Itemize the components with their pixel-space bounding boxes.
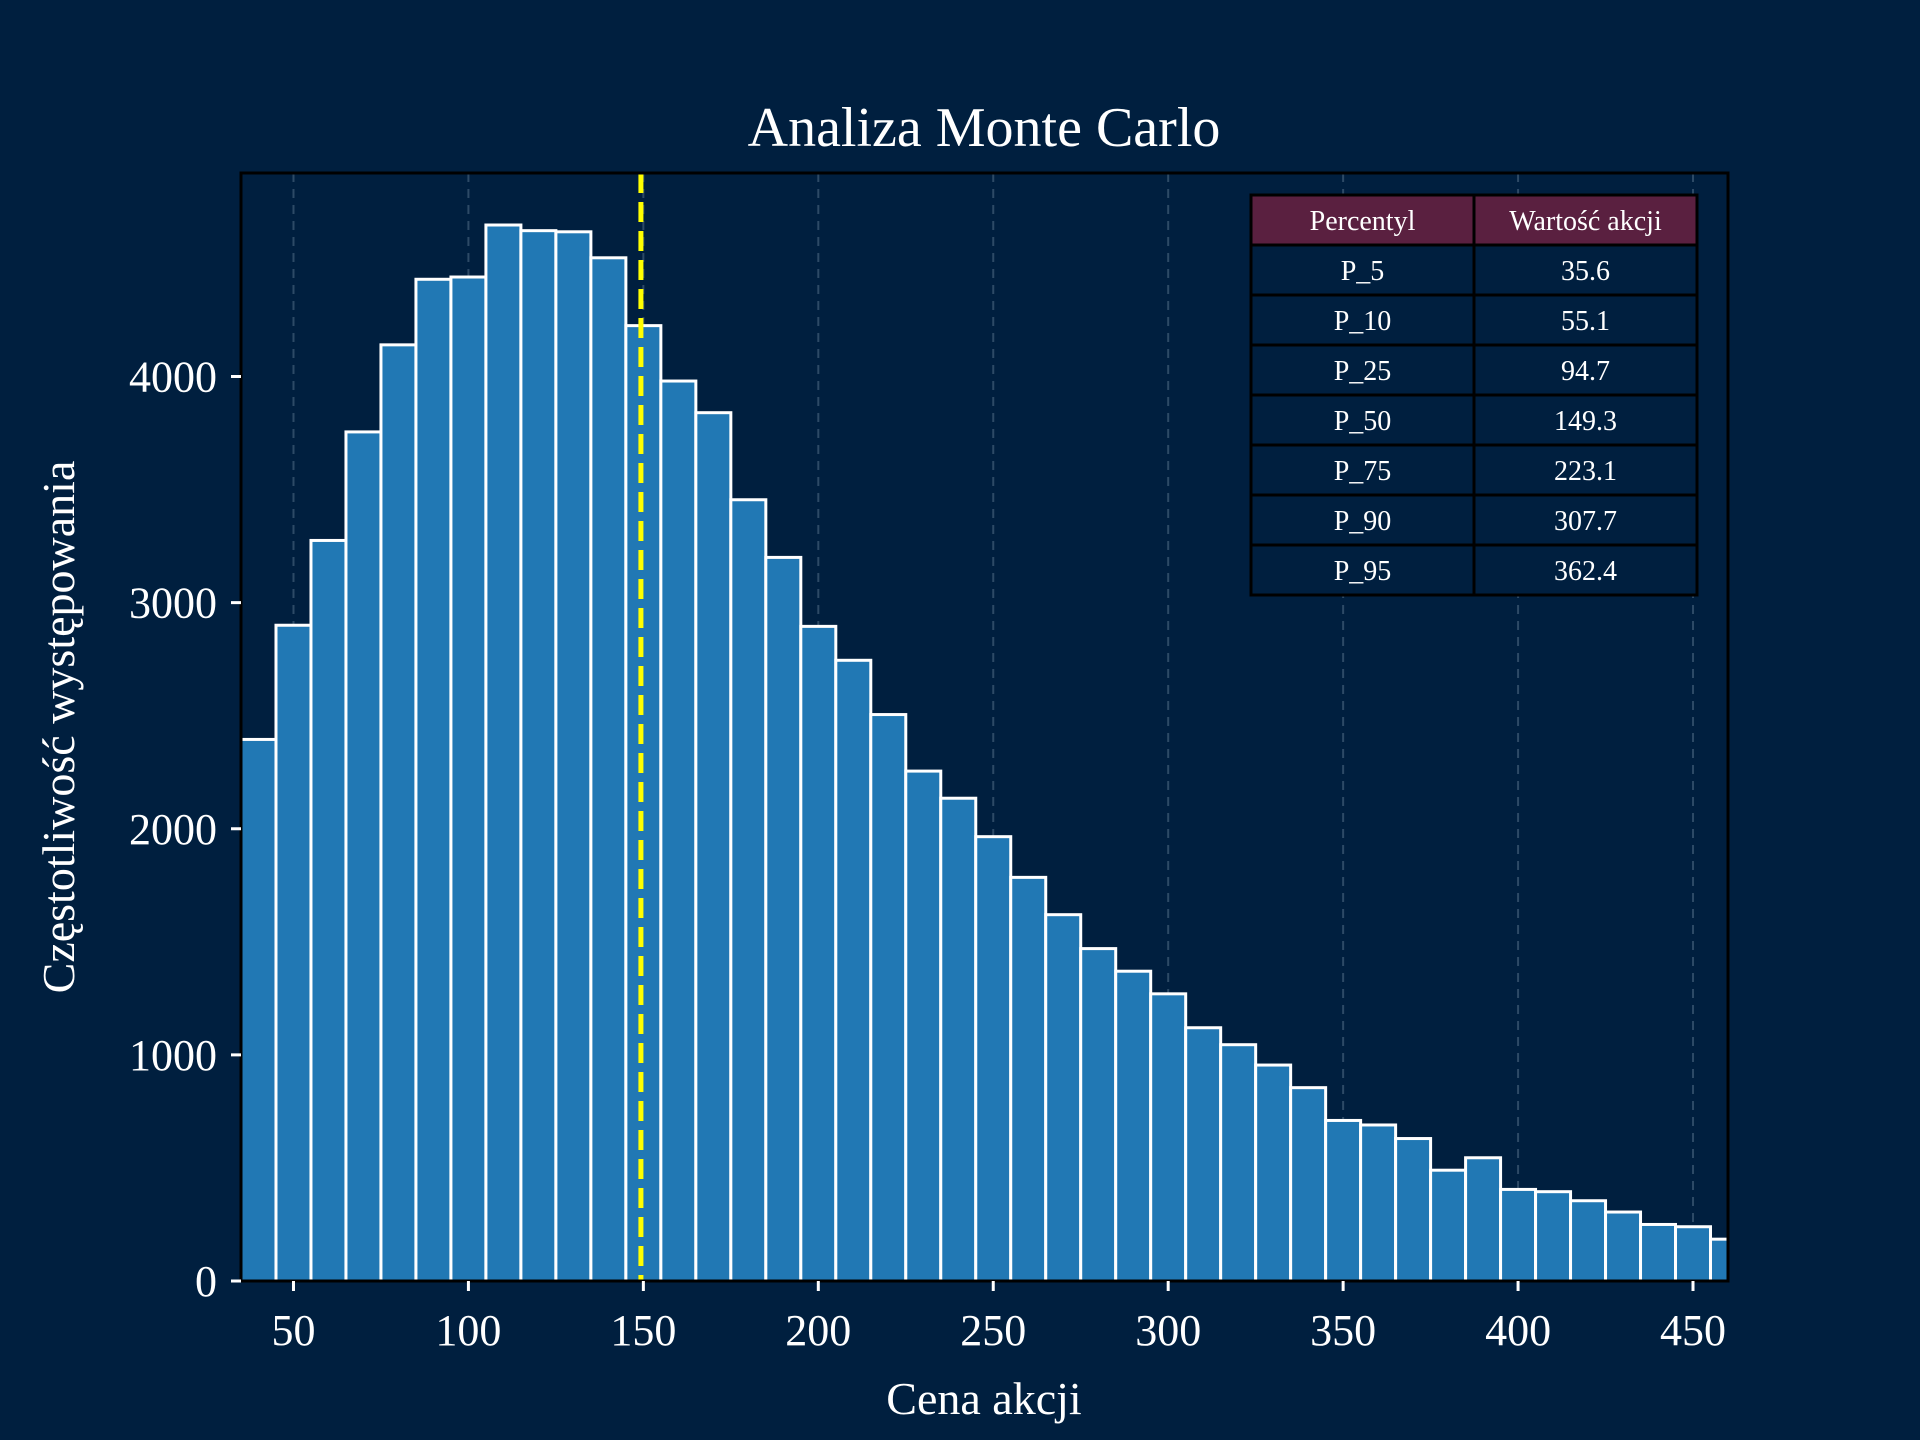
x-tick-label: 250 <box>960 1306 1026 1355</box>
histogram-bar <box>1044 913 1083 1281</box>
histogram-bar <box>1569 1199 1608 1281</box>
table-cell-text: 362.4 <box>1554 556 1617 587</box>
histogram-bar <box>764 555 803 1281</box>
histogram-bar <box>1394 1137 1433 1281</box>
histogram-bar <box>1114 969 1153 1281</box>
histogram-bar <box>1009 875 1048 1281</box>
histogram-bar <box>1149 992 1188 1281</box>
histogram-bar <box>1219 1043 1258 1281</box>
x-tick-label: 350 <box>1310 1306 1376 1355</box>
table-cell-text: P_50 <box>1334 406 1392 437</box>
histogram-bar <box>799 624 838 1281</box>
histogram-bar <box>939 796 978 1281</box>
histogram-bar <box>589 256 628 1281</box>
histogram-bar <box>694 411 733 1281</box>
table-header-cell <box>1472 193 1699 247</box>
histogram-bar <box>624 324 663 1281</box>
histogram-bar <box>1499 1187 1538 1281</box>
table-header-text: Wartość akcji <box>1509 206 1662 237</box>
histogram-bar <box>1254 1063 1293 1281</box>
table-cell <box>1249 493 1476 547</box>
table-cell <box>1472 293 1699 347</box>
histogram-bar <box>729 498 768 1281</box>
histogram-bar <box>414 277 453 1281</box>
histogram-bar <box>904 769 943 1281</box>
histogram-bar <box>554 230 593 1281</box>
histogram-bar <box>974 835 1013 1281</box>
histogram-bar <box>309 538 348 1281</box>
table-cell-text: 35.6 <box>1561 256 1610 287</box>
table-cell <box>1472 443 1699 497</box>
percentile-table: Percentyl Wartość akcji P_5 35.6 P_10 55.1 P_2… <box>1249 193 1699 597</box>
histogram-bar <box>1534 1190 1573 1281</box>
histogram-bar <box>869 713 908 1281</box>
table-cell-text: 149.3 <box>1554 406 1617 437</box>
table-cell <box>1249 393 1476 447</box>
table-cell-text: 307.7 <box>1554 506 1617 537</box>
histogram-bar <box>1079 947 1118 1281</box>
x-tick-label: 150 <box>610 1306 676 1355</box>
table-cell <box>1249 543 1476 597</box>
x-axis: 50 100 150 200 250 300 350 400 450 <box>271 1281 1726 1355</box>
table-cell-text: 223.1 <box>1554 456 1617 487</box>
y-tick-label: 2000 <box>129 805 217 854</box>
histogram-bar <box>379 343 418 1281</box>
histogram-bar <box>1429 1168 1468 1281</box>
y-axis: 0 1000 2000 3000 4000 <box>129 353 241 1306</box>
histogram-bar <box>484 223 523 1281</box>
table-cell <box>1249 443 1476 497</box>
histogram-bar <box>1184 1026 1223 1281</box>
y-tick-label: 3000 <box>129 579 217 628</box>
histogram-bar <box>449 275 488 1281</box>
table-cell-text: P_10 <box>1334 306 1392 337</box>
x-tick-label: 100 <box>435 1306 501 1355</box>
histogram-bar <box>274 623 313 1281</box>
histogram-bar <box>1639 1222 1678 1281</box>
table-cell-text: P_75 <box>1334 456 1392 487</box>
x-tick-label: 300 <box>1135 1306 1201 1355</box>
y-tick-label: 4000 <box>129 353 217 402</box>
histogram-bar <box>1464 1156 1503 1281</box>
histogram-bar <box>1359 1123 1398 1281</box>
table-cell-text: P_5 <box>1341 256 1385 287</box>
table-cell-text: P_90 <box>1334 506 1392 537</box>
x-tick-label: 400 <box>1485 1306 1551 1355</box>
histogram-bar <box>1289 1086 1328 1281</box>
histogram-bar <box>1324 1118 1363 1281</box>
table-cell-text: P_25 <box>1334 356 1392 387</box>
histogram-bar <box>344 430 383 1281</box>
histogram-bar <box>1674 1225 1713 1281</box>
table-cell-text: P_95 <box>1334 556 1392 587</box>
chart-title: Analiza Monte Carlo <box>748 97 1221 159</box>
histogram-bar <box>519 229 558 1281</box>
table-cell <box>1472 393 1699 447</box>
x-axis-label: Cena akcji <box>886 1373 1081 1424</box>
histogram-bar <box>1604 1210 1643 1281</box>
table-header-cell <box>1249 193 1476 247</box>
plot-area-frame <box>239 171 1730 1283</box>
y-axis-label: Częstotliwość występowania <box>33 461 84 994</box>
y-tick-label: 0 <box>195 1257 217 1306</box>
x-tick-label: 50 <box>271 1306 315 1355</box>
x-tick-label: 450 <box>1660 1306 1726 1355</box>
table-cell <box>1472 543 1699 597</box>
histogram-bar <box>834 658 873 1281</box>
y-tick-label: 1000 <box>129 1031 217 1080</box>
table-header-text: Percentyl <box>1310 206 1416 237</box>
histogram-bar <box>241 737 278 1281</box>
histogram-bar <box>659 379 698 1281</box>
x-tick-label: 200 <box>785 1306 851 1355</box>
table-cell-text: 94.7 <box>1561 356 1610 387</box>
table-cell-text: 55.1 <box>1561 306 1610 337</box>
